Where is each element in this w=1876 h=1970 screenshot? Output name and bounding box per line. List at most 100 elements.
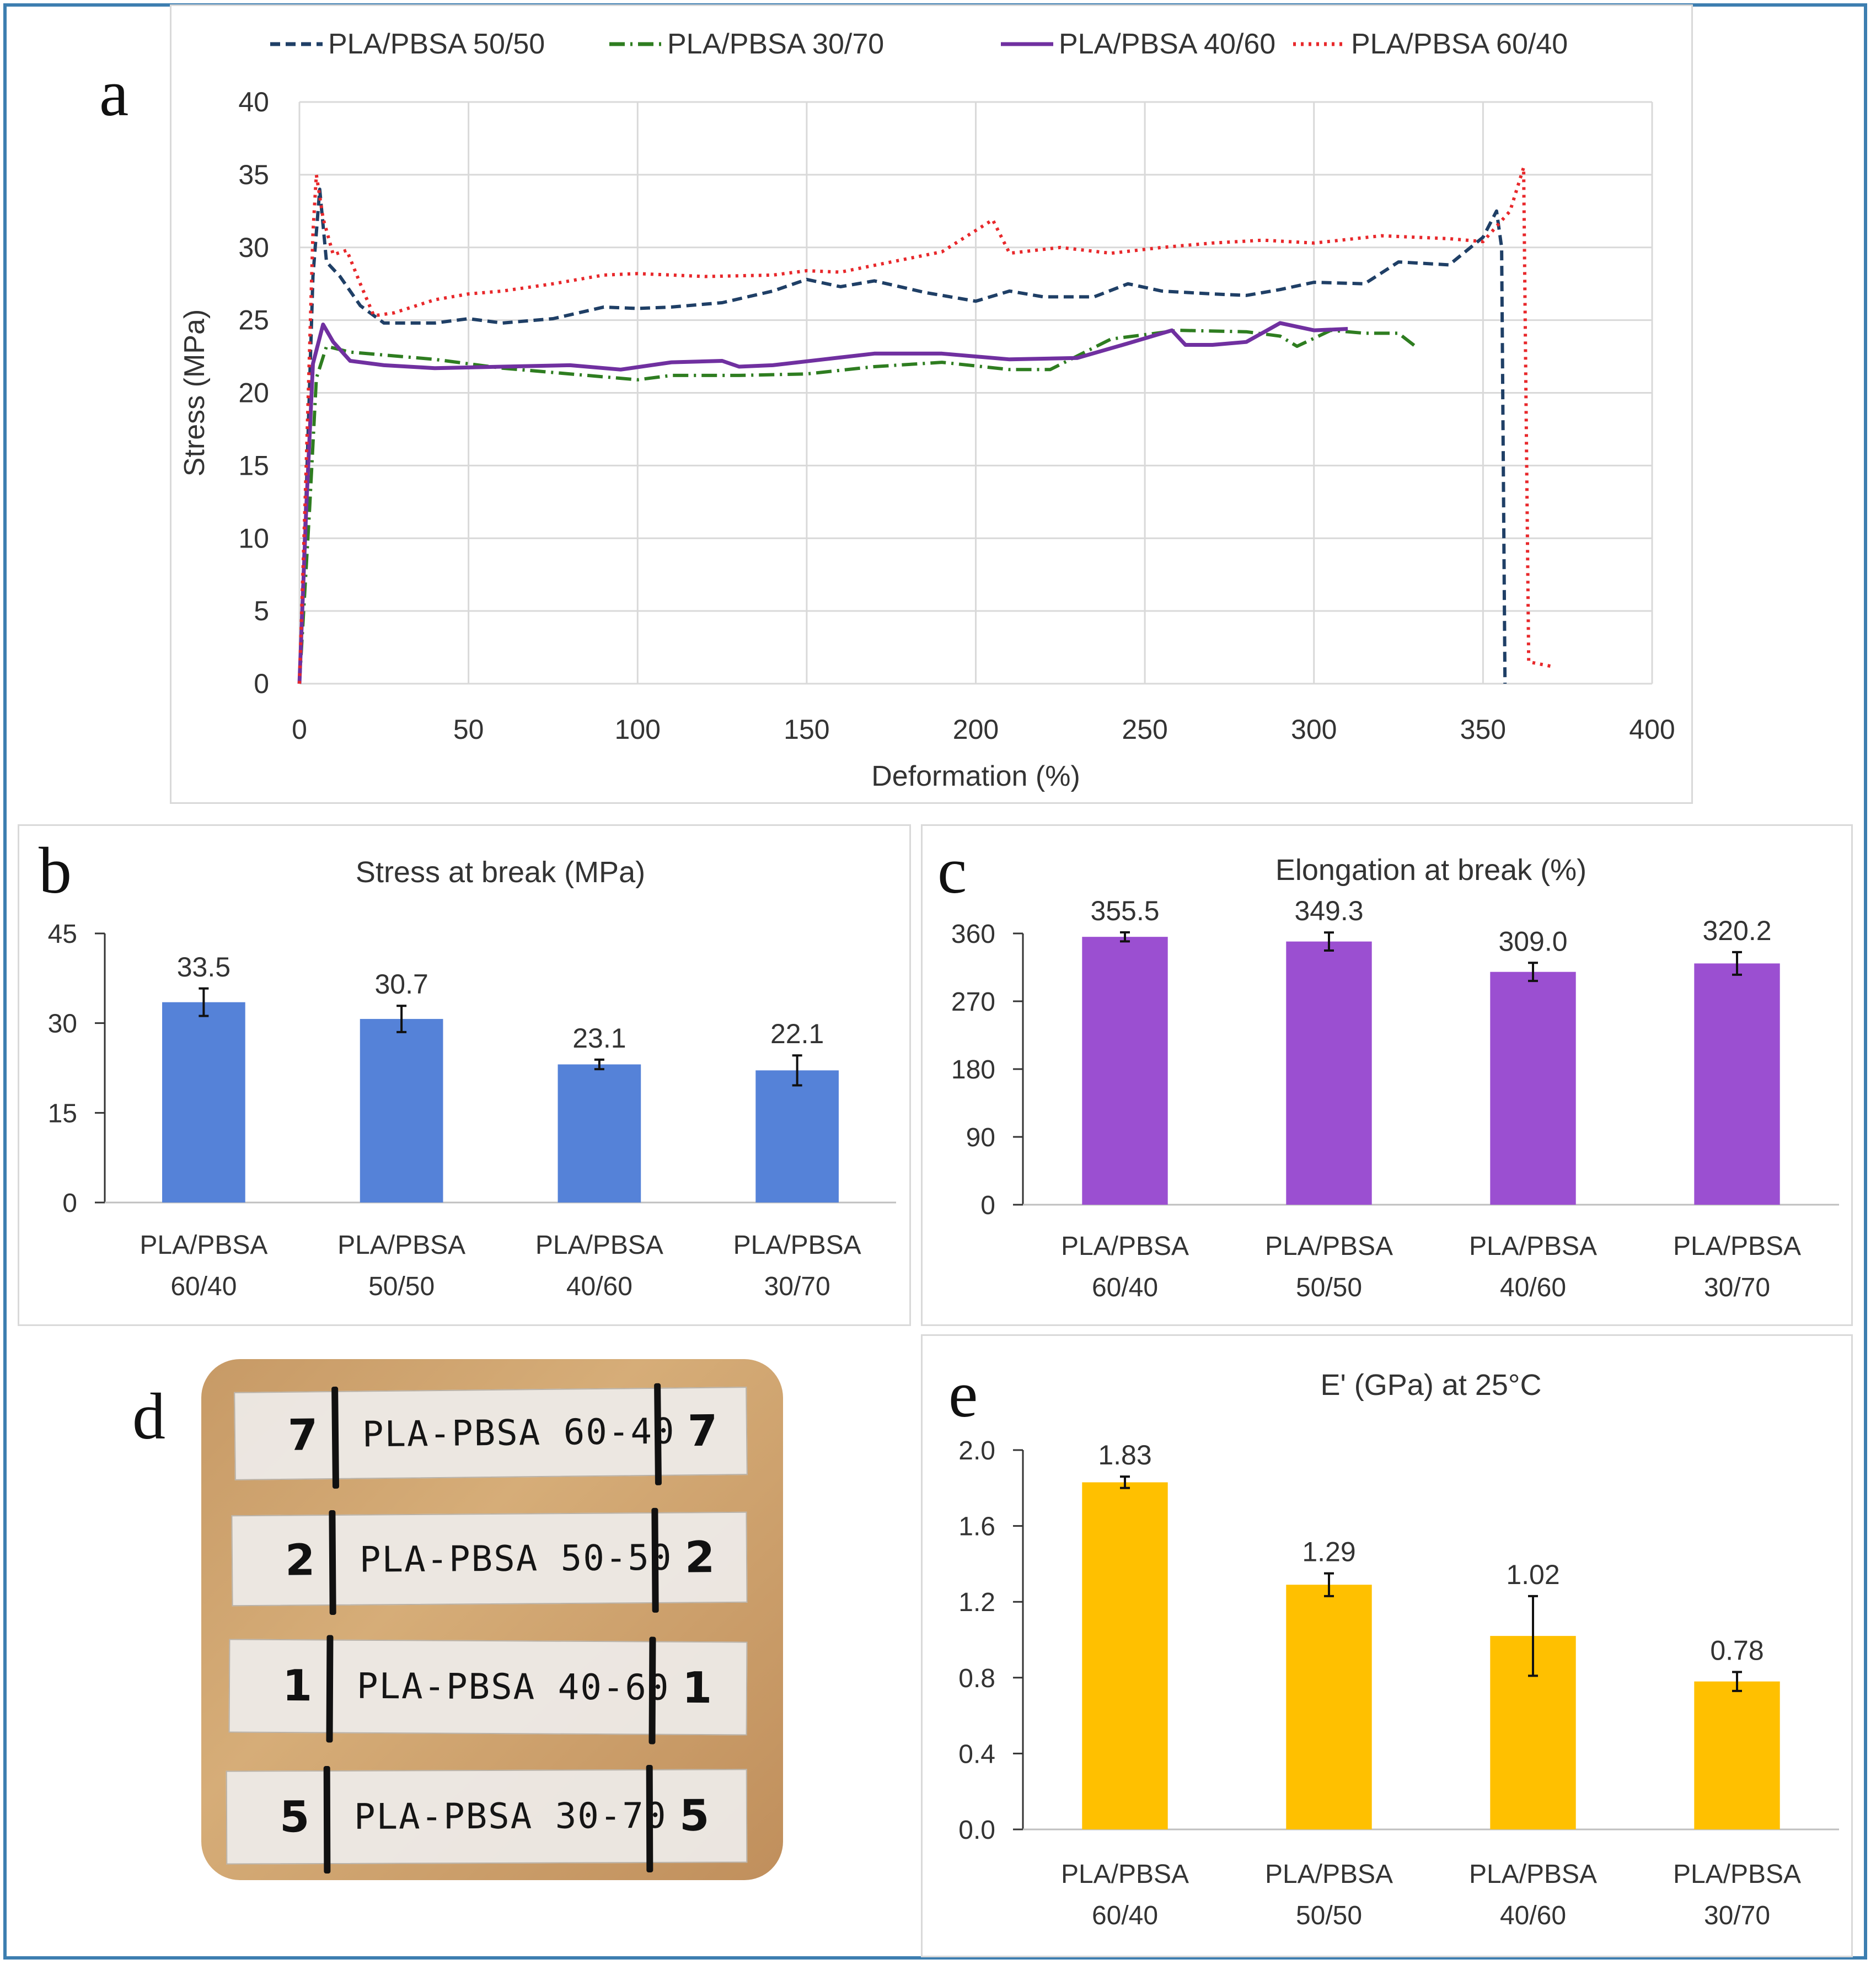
y-tick-label: 1.2 <box>958 1588 995 1617</box>
y-tick-label: 270 <box>951 987 995 1017</box>
data-label: 349.3 <box>1294 895 1363 926</box>
category-label: 40/60 <box>1500 1273 1566 1302</box>
y-tick-label: 360 <box>951 920 995 949</box>
category-label: PLA/PBSA <box>733 1231 861 1260</box>
y-tick-label: 2.0 <box>958 1436 995 1466</box>
category-label: 50/50 <box>1296 1901 1362 1930</box>
bar <box>1694 1681 1780 1829</box>
y-tick-label: 1.6 <box>958 1512 995 1542</box>
x-axis-label: Deformation (%) <box>871 760 1080 792</box>
category-label: PLA/PBSA <box>1469 1860 1597 1889</box>
y-tick-label: 0 <box>254 668 269 699</box>
series-line <box>298 329 1417 684</box>
category-label: 60/40 <box>1092 1901 1158 1930</box>
y-tick-label: 30 <box>48 1010 77 1039</box>
y-tick-label: 180 <box>951 1055 995 1085</box>
y-tick-label: 10 <box>238 523 269 554</box>
data-label: 309.0 <box>1498 926 1567 957</box>
data-label: 23.1 <box>572 1023 626 1054</box>
y-tick-label: 0 <box>980 1191 995 1220</box>
chart-title: E' (GPa) at 25°C <box>1320 1368 1541 1402</box>
y-axis-label: Stress (MPa) <box>179 309 211 476</box>
bar <box>360 1019 443 1203</box>
x-tick-label: 0 <box>292 714 307 745</box>
specimen-photo: 7 PLA-PBSA 60-40 7 2 PLA-PBSA 50-50 2 1 … <box>201 1359 783 1880</box>
legend-label: PLA/PBSA 30/70 <box>667 28 884 60</box>
y-tick-label: 90 <box>966 1123 995 1152</box>
panel-a <box>170 4 1693 804</box>
series-line <box>298 187 1507 684</box>
bar <box>1082 1482 1168 1829</box>
line-chart-stress-strain: 0 50 100 150 200 250 300 350 400 0 5 10 15 20 25 30 35 40… <box>179 28 1675 792</box>
bar <box>1082 937 1168 1205</box>
category-label: 60/40 <box>170 1272 237 1301</box>
panel-label-d: d <box>132 1379 165 1453</box>
category-label: PLA/PBSA <box>337 1231 465 1260</box>
category-label: 30/70 <box>764 1272 830 1301</box>
y-tick-label: 25 <box>238 305 269 336</box>
category-label: PLA/PBSA <box>1469 1232 1597 1261</box>
y-tick-label: 0.4 <box>958 1740 995 1769</box>
series-line <box>297 321 1348 684</box>
y-tick-label: 15 <box>48 1099 77 1128</box>
x-tick-label: 400 <box>1629 714 1675 745</box>
category-label: PLA/PBSA <box>1673 1232 1801 1261</box>
chart-title: Stress at break (MPa) <box>356 856 645 889</box>
data-label: 1.29 <box>1302 1537 1355 1568</box>
x-tick-label: 100 <box>615 714 661 745</box>
bar <box>1286 941 1372 1205</box>
data-label: 33.5 <box>177 952 231 983</box>
y-tick-label: 0 <box>62 1189 77 1218</box>
y-tick-label: 0.0 <box>958 1816 995 1845</box>
bar <box>755 1070 839 1203</box>
panel-label-e: e <box>948 1357 978 1431</box>
category-label: PLA/PBSA <box>140 1231 267 1260</box>
category-label: 30/70 <box>1704 1901 1770 1930</box>
y-tick-label: 0.8 <box>958 1664 995 1693</box>
y-tick-label: 40 <box>238 87 269 117</box>
category-label: PLA/PBSA <box>1061 1232 1189 1261</box>
bar <box>162 1002 245 1203</box>
bar <box>1694 963 1780 1205</box>
y-tick-label: 15 <box>238 450 269 481</box>
panel-label-b: b <box>39 834 72 907</box>
x-tick-label: 250 <box>1122 714 1167 745</box>
legend-label: PLA/PBSA 60/40 <box>1351 28 1568 60</box>
legend-label: PLA/PBSA 50/50 <box>328 28 545 60</box>
legend-label: PLA/PBSA 40/60 <box>1059 28 1275 60</box>
category-label: 60/40 <box>1092 1273 1158 1302</box>
series-line <box>298 165 1551 684</box>
category-label: PLA/PBSA <box>1265 1860 1393 1889</box>
y-tick-label: 30 <box>238 232 269 263</box>
y-tick-label: 20 <box>238 378 269 409</box>
x-tick-label: 150 <box>784 714 829 745</box>
category-label: PLA/PBSA <box>1265 1232 1393 1261</box>
data-label: 355.5 <box>1090 895 1159 926</box>
category-label: 30/70 <box>1704 1273 1770 1302</box>
x-tick-label: 300 <box>1291 714 1337 745</box>
category-label: PLA/PBSA <box>535 1231 663 1260</box>
category-label: 50/50 <box>368 1272 435 1301</box>
y-tick-label: 45 <box>48 920 77 949</box>
chart-title: Elongation at break (%) <box>1275 854 1586 887</box>
bar <box>558 1064 641 1203</box>
bar <box>1286 1585 1372 1829</box>
data-label: 1.02 <box>1506 1559 1559 1590</box>
category-label: PLA/PBSA <box>1673 1860 1801 1889</box>
data-label: 1.83 <box>1098 1440 1151 1470</box>
data-label: 22.1 <box>770 1018 824 1049</box>
panel-label-c: c <box>937 834 967 907</box>
category-label: 50/50 <box>1296 1273 1362 1302</box>
x-tick-label: 50 <box>453 714 484 745</box>
category-label: 40/60 <box>1500 1901 1566 1930</box>
category-label: PLA/PBSA <box>1061 1860 1189 1889</box>
panel-e <box>921 1334 1853 1957</box>
panel-label-a: a <box>99 56 129 130</box>
x-tick-label: 200 <box>953 714 999 745</box>
bar <box>1490 971 1576 1205</box>
data-label: 0.78 <box>1710 1635 1764 1666</box>
y-tick-label: 35 <box>238 159 269 190</box>
